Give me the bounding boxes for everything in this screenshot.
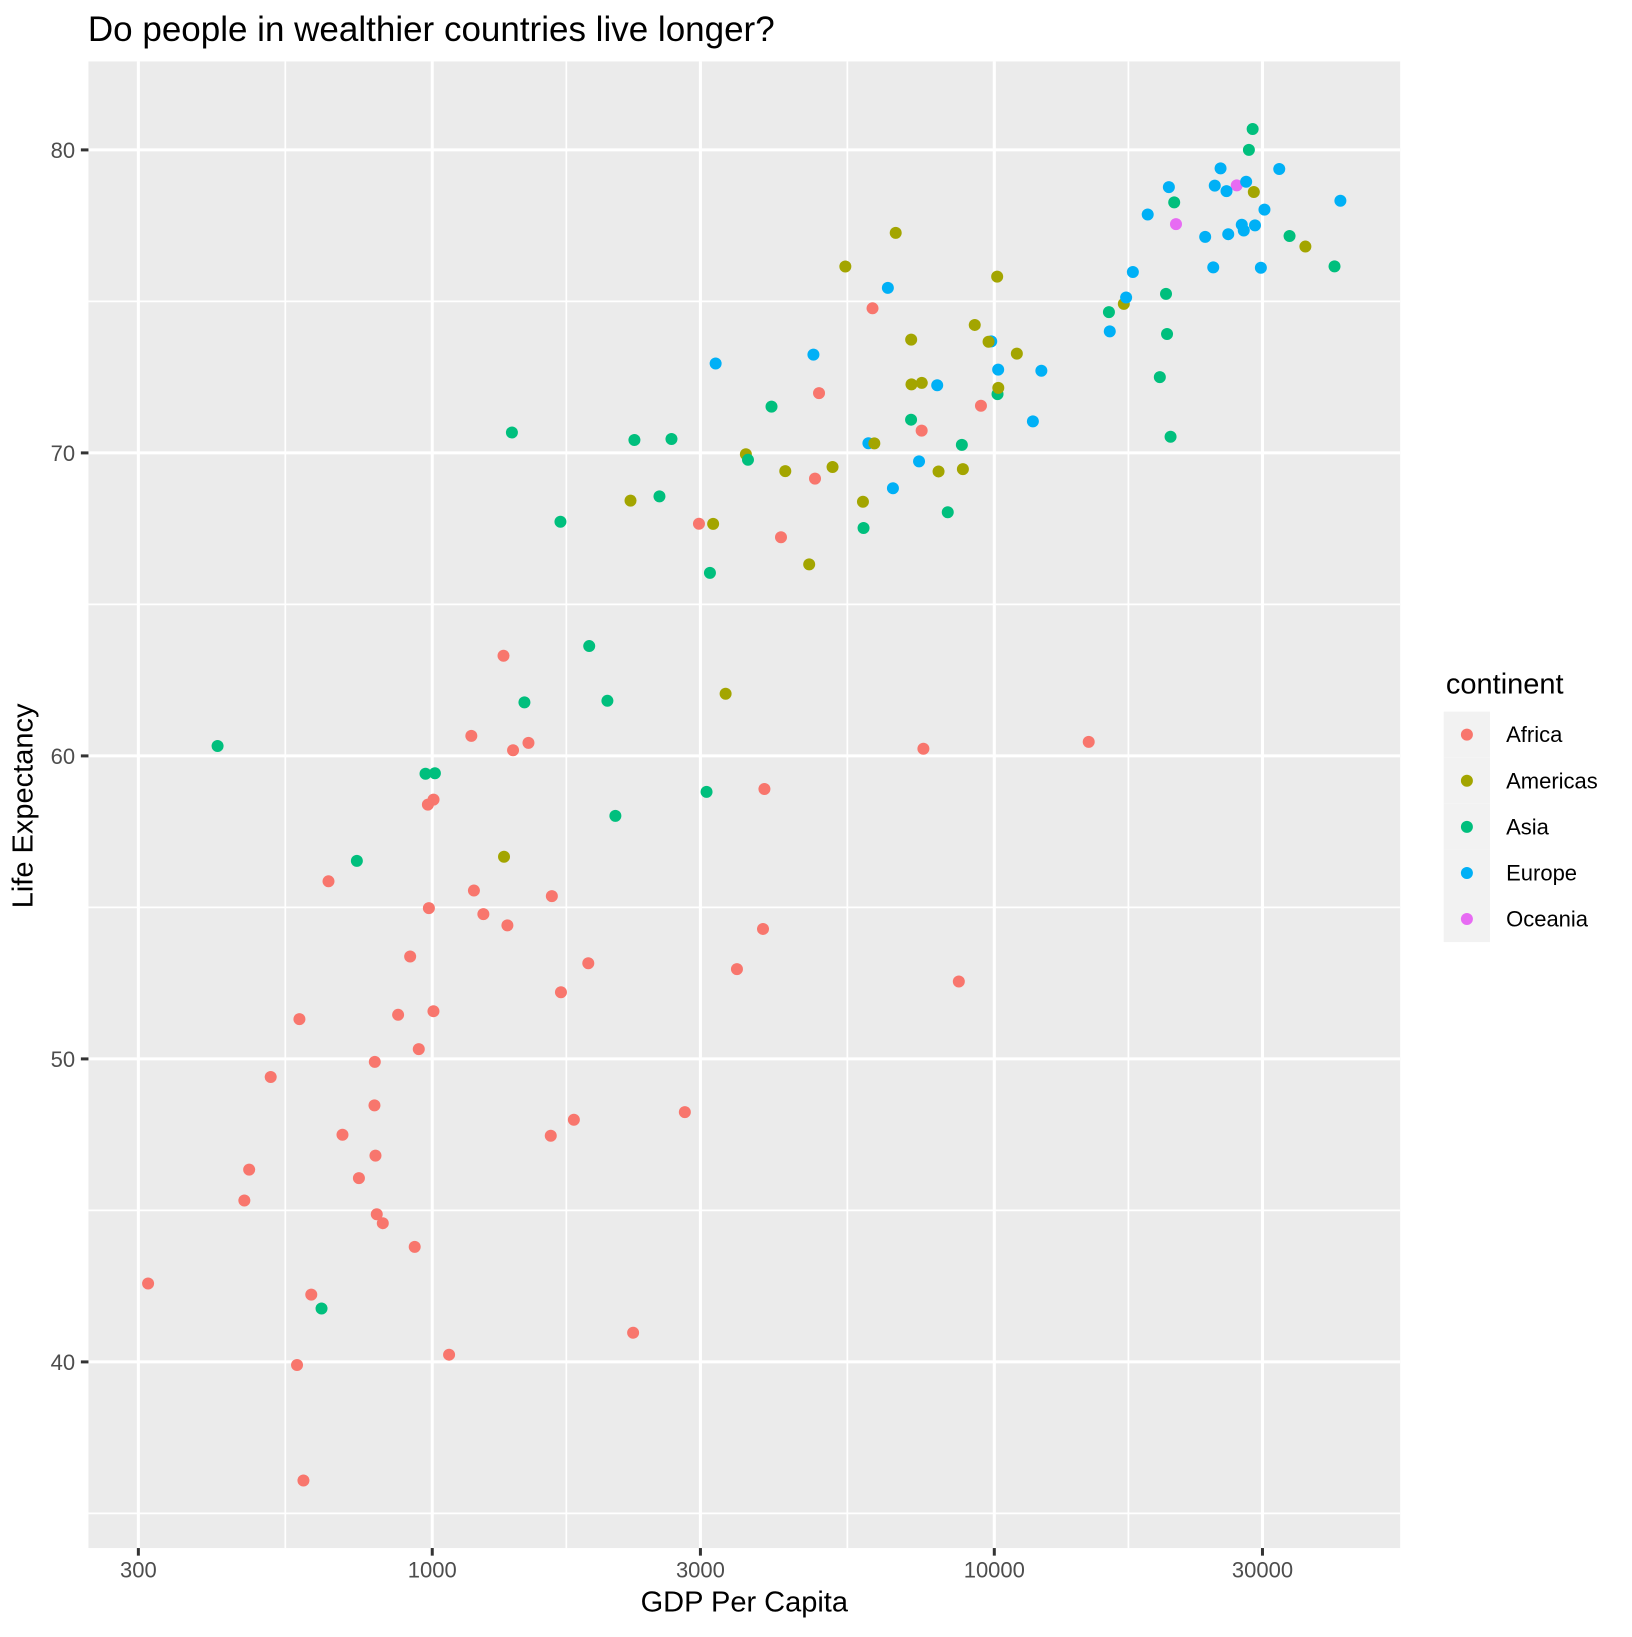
- svg-text:40: 40: [51, 1350, 75, 1375]
- svg-text:continent: continent: [1446, 669, 1564, 701]
- svg-text:30000: 30000: [1232, 1558, 1293, 1583]
- svg-text:10000: 10000: [964, 1558, 1025, 1583]
- svg-text:1000: 1000: [408, 1558, 457, 1583]
- svg-text:3000: 3000: [676, 1558, 725, 1583]
- svg-text:300: 300: [120, 1558, 157, 1583]
- svg-text:Africa: Africa: [1506, 722, 1563, 747]
- svg-text:Do people in wealthier countri: Do people in wealthier countries live lo…: [88, 10, 775, 49]
- svg-text:80: 80: [51, 138, 75, 163]
- svg-text:GDP Per Capita: GDP Per Capita: [641, 1586, 849, 1618]
- svg-text:Europe: Europe: [1506, 861, 1577, 886]
- svg-text:60: 60: [51, 744, 75, 769]
- svg-text:50: 50: [51, 1047, 75, 1072]
- svg-text:Americas: Americas: [1506, 768, 1598, 793]
- svg-text:70: 70: [51, 441, 75, 466]
- svg-text:Life Expectancy: Life Expectancy: [8, 703, 40, 908]
- svg-text:Asia: Asia: [1506, 814, 1550, 839]
- svg-text:Oceania: Oceania: [1506, 907, 1589, 932]
